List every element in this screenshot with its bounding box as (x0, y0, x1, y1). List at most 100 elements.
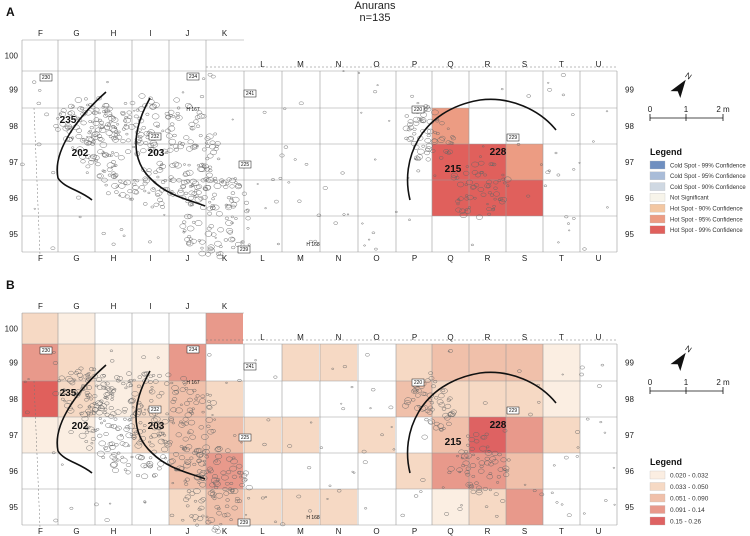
tag-box-234 (186, 72, 200, 81)
stone-outline (264, 207, 267, 210)
stone-outline (600, 363, 605, 367)
stone-outline (90, 429, 96, 433)
stone-outline (170, 192, 176, 197)
stone-outline (199, 95, 205, 99)
column-label-bottom: S (522, 527, 527, 536)
stone-outline (112, 467, 119, 474)
stone-outline (500, 425, 503, 428)
stone-outline (470, 185, 476, 190)
stone-outline (172, 161, 180, 167)
stone-outline (555, 501, 559, 504)
stone-outline (526, 194, 531, 198)
stone-outline (210, 232, 217, 237)
stone-outline (50, 246, 56, 250)
grid-cell-F100 (22, 313, 59, 344)
stone-outline (465, 434, 470, 438)
stone-outline (435, 131, 440, 136)
column-label-top: M (297, 333, 304, 342)
stone-outline (340, 402, 343, 405)
stone-outline (462, 460, 470, 466)
stone-outline (151, 113, 160, 120)
stone-outline (86, 136, 89, 138)
stone-outline (202, 449, 210, 455)
stone-outline (421, 434, 428, 440)
stone-outline (411, 388, 418, 394)
stone-outline (373, 90, 378, 94)
stone-outline (99, 141, 108, 148)
stone-outline (176, 115, 180, 119)
tag-label-225: 225 (241, 162, 250, 168)
stone-outline (170, 189, 174, 193)
stone-outline (183, 383, 187, 386)
stone-outline (111, 124, 116, 129)
stone-outline (109, 462, 117, 468)
stone-outline (211, 477, 219, 484)
stone-outline (205, 156, 210, 161)
stone-outline (62, 388, 66, 392)
feature-label-203: 203 (148, 421, 165, 432)
stone-outline (196, 447, 203, 453)
stone-outline (102, 102, 110, 109)
stone-outline (361, 449, 367, 454)
stone-outline (143, 501, 147, 504)
stone-outline (37, 89, 42, 92)
boundary-arcs (56, 364, 557, 480)
stone-outline (500, 457, 507, 463)
stone-outline (79, 387, 85, 392)
stone-outline (211, 474, 219, 479)
stone-outline (89, 397, 93, 401)
stone-outline (105, 153, 110, 157)
stone-outline (191, 407, 195, 411)
stone-outline (111, 174, 117, 179)
stone-outline (412, 388, 417, 392)
stone-outline (219, 180, 228, 187)
stone-outline (298, 101, 304, 106)
stone-outline (214, 144, 219, 148)
stone-outline (293, 158, 297, 161)
stone-outline (456, 467, 463, 473)
stone-outline (224, 203, 229, 207)
stone-outline (208, 165, 213, 169)
grid-cell-Q97 (432, 417, 469, 453)
stone-outline (187, 235, 192, 239)
stone-outline (156, 425, 163, 431)
legend-swatch (649, 204, 666, 213)
legend-swatch (649, 516, 666, 526)
stone-outline (207, 517, 216, 523)
stone-outline (441, 388, 446, 393)
stone-outline (582, 512, 586, 515)
stone-outline (196, 184, 203, 190)
stone-outline (216, 157, 221, 161)
stone-outline (100, 373, 106, 379)
grid-cell-P96 (396, 453, 433, 489)
stone-outline (122, 234, 126, 237)
stone-outline (465, 472, 471, 477)
stone-outline (156, 356, 160, 359)
stone-outline (119, 228, 124, 231)
stone-outline (210, 149, 217, 155)
stone-outline (135, 108, 140, 112)
stone-outline (213, 493, 216, 496)
stone-outline (207, 153, 214, 159)
stone-outline (101, 177, 108, 183)
stone-outline (596, 384, 602, 388)
stone-outline (105, 386, 111, 391)
stone-outline (125, 132, 129, 136)
column-label-bottom: K (222, 254, 228, 263)
stone-outline (365, 353, 370, 357)
stone-outline (149, 435, 154, 439)
stone-outline (486, 206, 492, 212)
column-label-top: K (222, 302, 228, 311)
dashed-line (33, 380, 41, 529)
stone-outline (91, 140, 96, 144)
stone-outline (374, 247, 378, 251)
stone-outline (73, 371, 79, 375)
stone-outline (390, 426, 393, 428)
stone-outline (466, 194, 474, 201)
stone-outline (169, 177, 177, 183)
stone-outline (103, 396, 107, 399)
stone-outline (156, 394, 162, 399)
legend-entry-label: Cold Spot - 99% Confidence (670, 163, 746, 169)
stone-outline (76, 146, 84, 153)
stone-outline (187, 429, 194, 435)
